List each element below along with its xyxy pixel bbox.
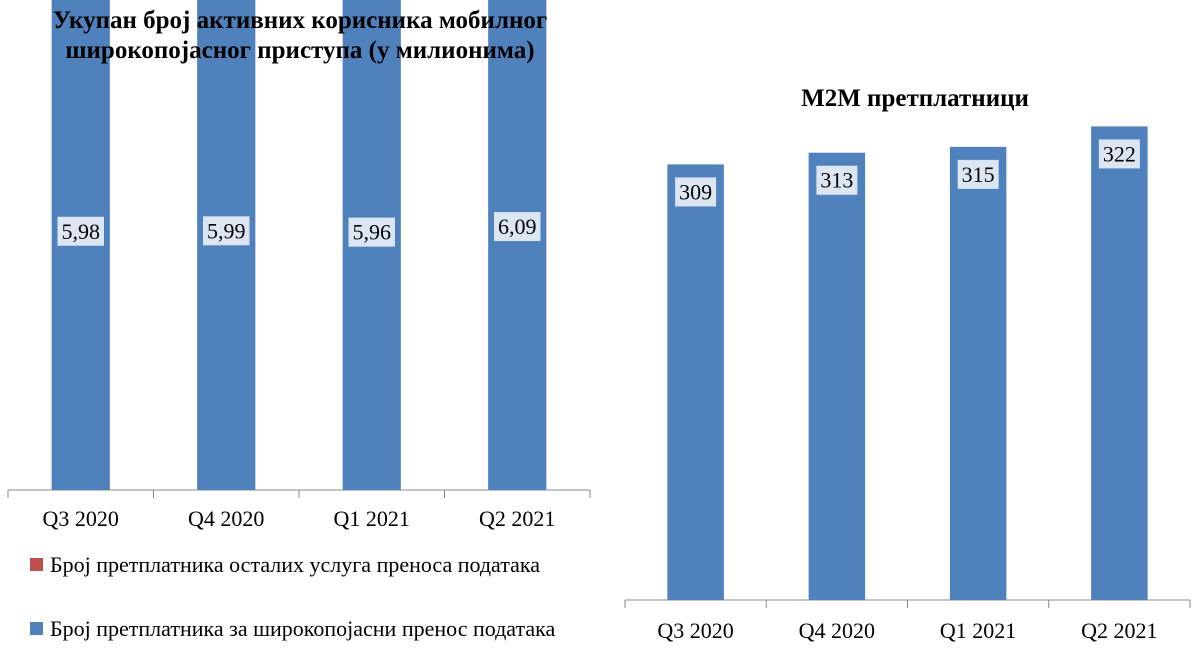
- x-tick-label: Q4 2020: [799, 618, 875, 643]
- bar: [808, 152, 866, 600]
- data-label: 6,09: [498, 214, 537, 239]
- data-label-box: [494, 212, 541, 242]
- x-tick-label: Q1 2021: [940, 618, 1016, 643]
- x-tick-label: Q2 2021: [1081, 618, 1157, 643]
- data-label: 322: [1103, 141, 1136, 166]
- bar: [949, 146, 1007, 600]
- bar: [667, 164, 724, 601]
- chart-title: M2M претплатници: [801, 85, 1029, 112]
- legend-entry: Број претплатника за широкопојасни прено…: [30, 616, 610, 642]
- bar: [1091, 126, 1148, 600]
- legend-swatch: [30, 622, 43, 635]
- data-label: 313: [820, 168, 853, 193]
- data-label: 5,96: [353, 220, 392, 245]
- x-tick-label: Q1 2021: [334, 506, 410, 531]
- data-label: 5,99: [207, 218, 246, 243]
- data-label: 309: [679, 179, 712, 204]
- data-label-box: [957, 159, 999, 189]
- data-label-box: [203, 216, 250, 246]
- data-label-box: [675, 177, 717, 207]
- x-tick-label: Q2 2021: [479, 506, 555, 531]
- data-label-box: [57, 216, 104, 246]
- legend-swatch: [30, 558, 43, 571]
- x-tick-label: Q3 2020: [657, 618, 733, 643]
- data-label-box: [816, 165, 858, 195]
- data-label: 315: [962, 162, 995, 187]
- x-tick-label: Q4 2020: [188, 506, 264, 531]
- bar-segment: [488, 0, 547, 490]
- data-label-box: [348, 217, 395, 247]
- legend-label: Број претплатника осталих услуга преноса…: [50, 552, 541, 577]
- x-tick-label: Q3 2020: [43, 506, 119, 531]
- legend-label: Број претплатника за широкопојасни прено…: [50, 616, 556, 641]
- legend-entry: Број претплатника осталих услуга преноса…: [30, 552, 610, 578]
- data-label: 5,98: [62, 219, 101, 244]
- chart-title: Укупан број активних корисника мобилног …: [52, 7, 548, 64]
- data-label-box: [1098, 139, 1140, 169]
